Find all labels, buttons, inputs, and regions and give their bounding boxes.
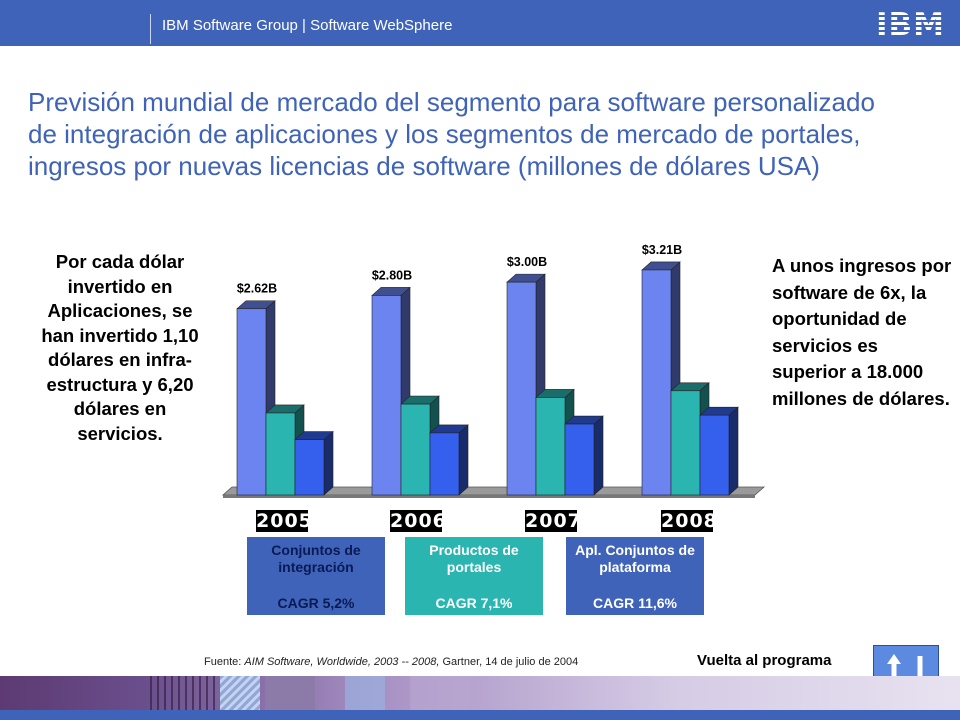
year-label-2008: 2008 [661, 510, 718, 532]
legend-box-1: Productos de portales CAGR 7,1% [405, 537, 543, 615]
chart-floor-edge [223, 495, 755, 498]
total-label-2005: $2.62B [237, 282, 277, 296]
legend-box-0: Conjuntos de integración CAGR 5,2% [247, 537, 385, 615]
back-to-program-label[interactable]: Vuelta al programa [697, 652, 832, 669]
bar-2006-0 [371, 295, 402, 496]
bottom-strip [0, 710, 960, 720]
bar-side-2005-2 [323, 430, 334, 496]
left-note: Por cada dólar invertido en Aplicaciones… [41, 251, 199, 444]
legend-series-name: Conjuntos de integración [271, 542, 361, 575]
bar-side-2006-2 [458, 424, 469, 496]
bar-side-2007-2 [593, 415, 604, 496]
bar-2007-2 [564, 423, 595, 496]
bar-2005-1 [265, 412, 296, 496]
source-italic: AIM Software, Worldwide, 2003 -- 2008, [244, 656, 440, 668]
revenue-bar-chart: $2.62B $2.80B $3.00B $3.21B [221, 243, 766, 498]
bar-2005-0 [236, 308, 267, 496]
legend-cagr: CAGR 5,2% [277, 595, 355, 611]
source-prefix: Fuente: [204, 656, 245, 668]
header-divider [150, 14, 151, 44]
decor-image-1 [150, 676, 220, 710]
year-label-2007: 2007 [525, 510, 582, 532]
ibm-logo: IBM [876, 7, 946, 43]
bar-2008-2 [699, 414, 730, 496]
bar-2006-2 [429, 432, 460, 496]
decor-image-2 [220, 676, 260, 710]
legend-cagr: CAGR 11,6% [592, 595, 678, 611]
bar-2008-0 [641, 269, 672, 496]
source-note: Fuente: AIM Software, Worldwide, 2003 --… [204, 656, 578, 668]
bottom-decor-band [0, 676, 960, 720]
right-note: A unos ingresos por software de 6x, la o… [772, 255, 952, 409]
bar-2007-1 [535, 397, 566, 496]
total-label-2007: $3.00B [507, 255, 547, 269]
source-suffix: Gartner, 14 de julio de 2004 [439, 656, 579, 668]
header-bar: IBM Software Group | Software WebSphere … [0, 0, 960, 46]
bar-2008-1 [670, 390, 701, 496]
total-label-2006: $2.80B [372, 268, 412, 282]
legend-series-name: Apl. Conjuntos de plataforma [575, 542, 695, 575]
bar-2006-1 [400, 403, 431, 496]
legend-box-2: Apl. Conjuntos de plataforma CAGR 11,6% [566, 537, 704, 615]
year-label-2005: 2005 [256, 510, 313, 532]
bar-2005-2 [294, 439, 325, 496]
bar-2007-0 [506, 281, 537, 496]
total-label-2008: $3.21B [642, 243, 682, 257]
year-label-2006: 2006 [390, 510, 447, 532]
bar-side-2008-2 [728, 406, 739, 496]
decor-image-4 [345, 676, 385, 710]
legend-series-name: Productos de portales [429, 542, 519, 575]
legend-cagr: CAGR 7,1% [435, 595, 513, 611]
slide-title: Previsión mundial de mercado del segment… [28, 87, 875, 181]
header-brand: IBM Software Group | Software WebSphere [162, 17, 453, 34]
decor-image-5 [410, 676, 470, 710]
decor-image-3 [265, 676, 315, 710]
